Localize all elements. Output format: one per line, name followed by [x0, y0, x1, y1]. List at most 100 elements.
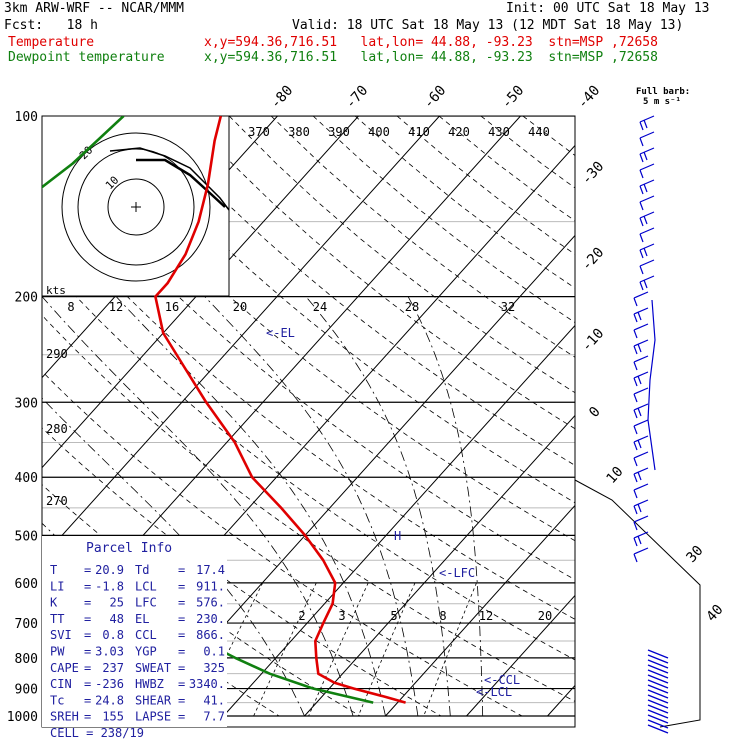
- wind-barb: [637, 375, 642, 385]
- hodograph-ring: [107, 178, 165, 236]
- parcel-equals: =: [84, 693, 91, 707]
- parcel-equals: =: [84, 596, 91, 610]
- wind-barb: [637, 471, 642, 481]
- dry-adiabat-line: [522, 116, 575, 156]
- theta-e-label: 280: [46, 422, 68, 436]
- wind-barb: [633, 457, 638, 467]
- dry-adiabat-line: [42, 370, 523, 717]
- parcel-value: -236: [95, 677, 124, 691]
- wind-barb: [639, 265, 644, 275]
- wind-barb: [633, 553, 638, 563]
- temperature-line: [154, 116, 406, 704]
- theta-label: 420: [448, 125, 470, 139]
- wind-barb: [633, 441, 638, 451]
- pressure-tick-label: 1000: [7, 710, 38, 725]
- parcel-row: CIN = -236 HWBZ = 3340.: [50, 677, 225, 691]
- wind-barb: [643, 183, 648, 193]
- dry-adiabat-line: [145, 116, 575, 466]
- wind-barb: [633, 473, 638, 483]
- hodograph-speed-label: 28: [405, 300, 419, 314]
- forecast-hour: Fcst: 18 h: [4, 18, 98, 33]
- wind-barb: [633, 547, 649, 555]
- pressure-tick-label: 100: [15, 110, 38, 125]
- pressure-tick-label: 200: [15, 291, 38, 306]
- wind-barb: [639, 179, 655, 187]
- valid-time: Valid: 18 UTC Sat 18 May 13 (12 MDT Sat …: [292, 18, 684, 33]
- parcel-value: 911.: [196, 579, 225, 593]
- wind-barb: [647, 704, 669, 714]
- wind-barb: [637, 535, 642, 545]
- parcel-equals: =: [178, 710, 185, 724]
- parcel-equals: =: [178, 628, 185, 642]
- parcel-equals: =: [84, 563, 91, 577]
- isotherm-line: [629, 116, 740, 716]
- wind-barb: [639, 121, 644, 131]
- wind-barb: [633, 489, 638, 499]
- wind-barb: [639, 249, 644, 259]
- wind-barb: [637, 407, 642, 417]
- moist-adiabat-line: [204, 296, 419, 717]
- wind-barb: [643, 247, 648, 257]
- parcel-label: CCL: [135, 628, 157, 642]
- isotherm-label: -70: [343, 83, 372, 113]
- parcel-value: 41.: [203, 693, 225, 707]
- wind-barb: [647, 679, 669, 689]
- parcel-label: SWEAT: [135, 661, 171, 675]
- wind-barb: [633, 307, 649, 315]
- wind-barb: [643, 119, 648, 129]
- dry-adiabat-line: [42, 145, 575, 581]
- theta-label: 440: [528, 125, 550, 139]
- isotherm-label: -10: [579, 326, 608, 356]
- wind-barb: [647, 714, 669, 724]
- hodograph-speed-label: 12: [109, 300, 123, 314]
- isotherm-line: [304, 414, 575, 717]
- level-marker: <-EL: [266, 326, 295, 340]
- wind-barb: [647, 659, 669, 669]
- wind-barb: [633, 483, 649, 491]
- level-marker: <-CCL: [484, 673, 520, 687]
- wind-barb: [643, 215, 648, 225]
- wind-barb: [633, 339, 649, 347]
- parcel-label: LI: [50, 579, 64, 593]
- wind-barb: [639, 169, 644, 179]
- hodograph-trace: [109, 147, 230, 211]
- level-marker: <-LFC: [439, 566, 475, 580]
- parcel-label: LFC: [135, 596, 157, 610]
- wind-barb: [633, 377, 638, 387]
- parcel-row: K = 25 LFC = 576.: [50, 596, 225, 610]
- wind-barb: [633, 467, 649, 475]
- wind-barb: [639, 185, 644, 195]
- hodograph-speed-label: 8: [67, 300, 74, 314]
- dry-adiabat-line: [186, 116, 575, 430]
- parcel-value: 576.: [196, 596, 225, 610]
- parcel-row: SVI = 0.8 CCL = 866.: [50, 628, 225, 642]
- isotherm-line: [42, 116, 440, 559]
- wind-barb: [647, 664, 669, 674]
- hodograph-trace: [136, 158, 226, 208]
- parcel-row: T = 20.9 Td = 17.4: [50, 563, 225, 577]
- temperature-legend-label: Temperature: [8, 35, 95, 50]
- level-marker: H: [394, 529, 401, 543]
- parcel-equals: =: [178, 596, 185, 610]
- wind-barb: [633, 403, 649, 411]
- parcel-label: CIN: [50, 677, 72, 691]
- wind-staff-line: [647, 299, 656, 471]
- wind-barb: [639, 281, 644, 291]
- parcel-value: 3340.: [189, 677, 225, 691]
- wind-barb: [639, 259, 655, 267]
- wind-barb: [633, 371, 649, 379]
- theta-label: 400: [368, 125, 390, 139]
- wind-barb: [639, 163, 655, 171]
- wind-barb: [633, 313, 638, 323]
- dry-adiabat-line: [312, 116, 575, 324]
- parcel-value: 325: [203, 661, 225, 675]
- parcel-value: 3.03: [95, 645, 124, 659]
- isotherm-label: -40: [575, 83, 604, 113]
- wind-barb: [633, 345, 638, 355]
- parcel-label: LAPSE: [135, 710, 171, 724]
- init-time: Init: 00 UTC Sat 18 May 13: [506, 1, 710, 16]
- wind-barb: [633, 393, 638, 403]
- parcel-equals: =: [84, 677, 91, 691]
- pressure-tick-label: 800: [15, 652, 38, 667]
- dry-adiabat-line: [438, 116, 575, 222]
